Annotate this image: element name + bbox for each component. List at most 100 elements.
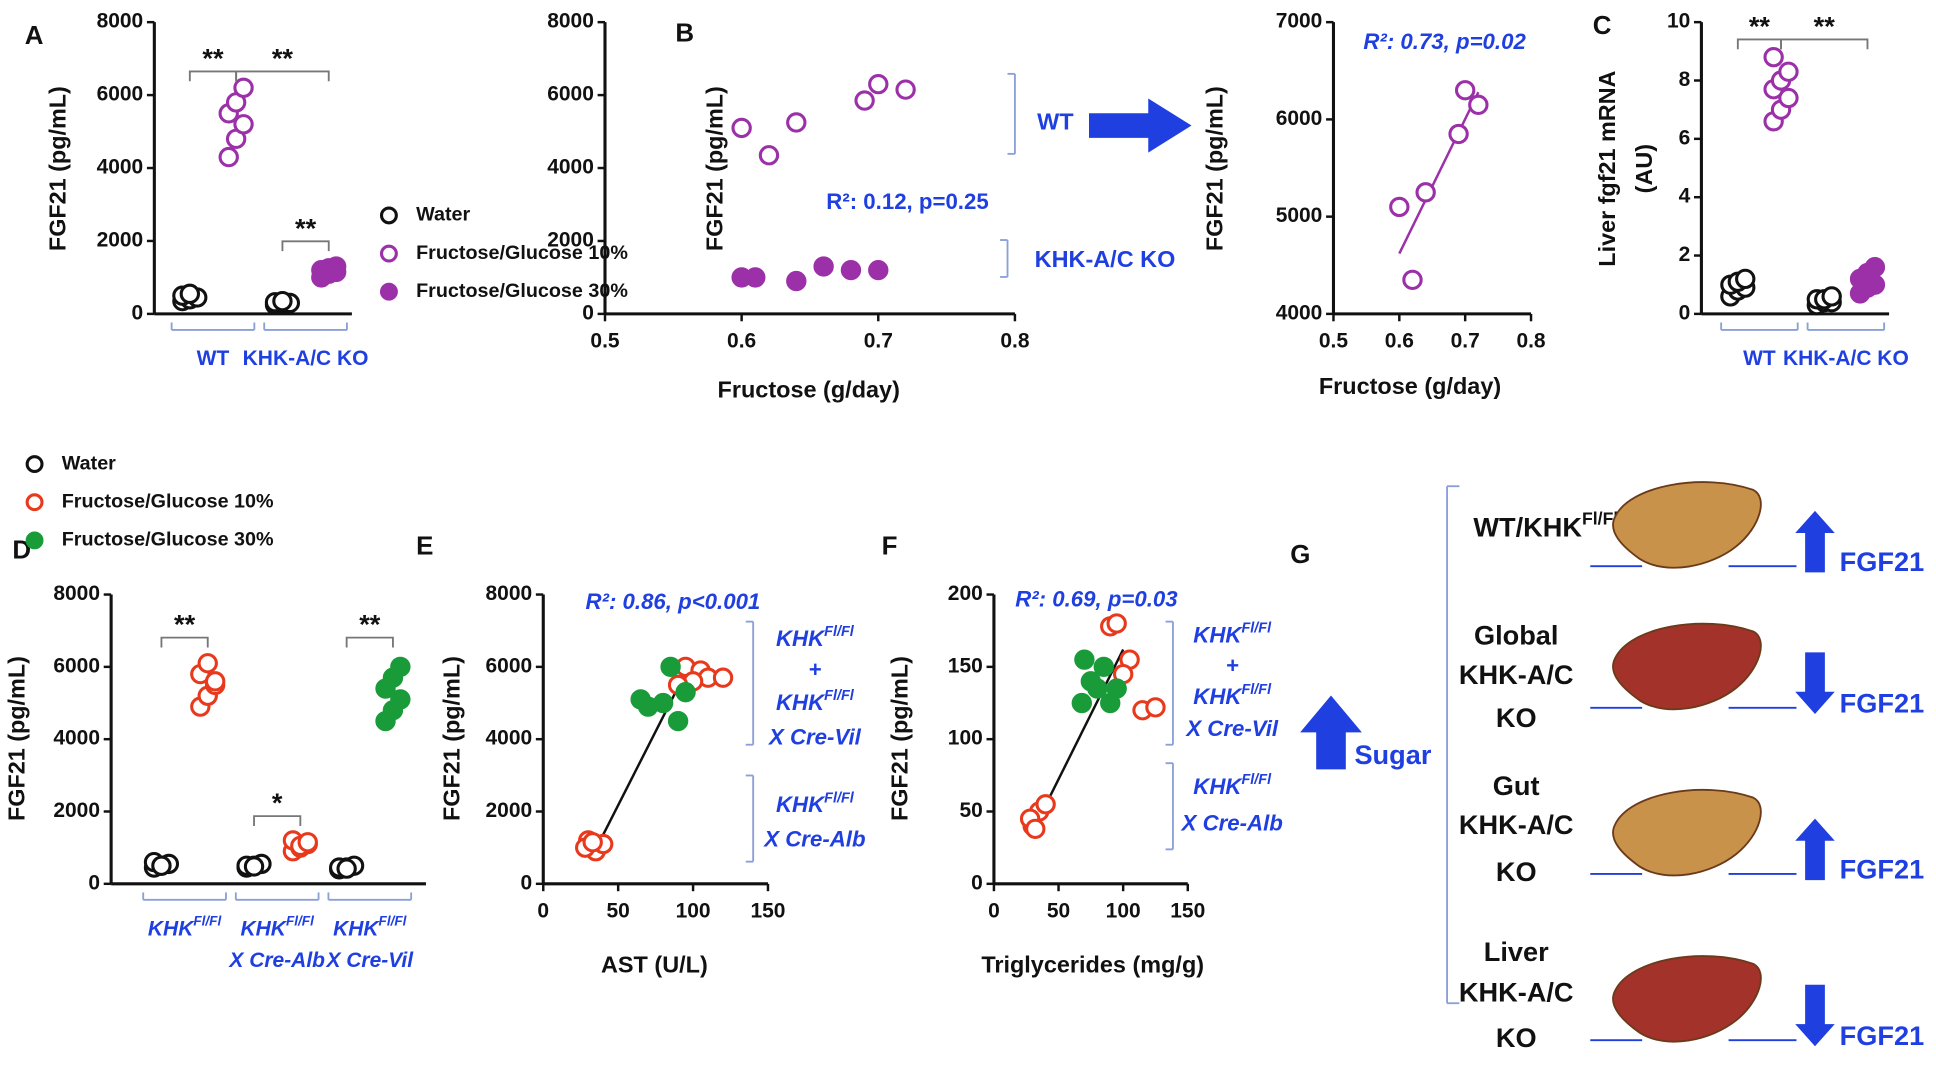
data-point	[1071, 692, 1092, 714]
legend-marker	[379, 206, 398, 225]
sugar-arrow	[1300, 695, 1362, 770]
data-point	[1093, 656, 1114, 678]
data-point	[1448, 123, 1469, 145]
y-tick-label: 0	[132, 301, 144, 324]
group-label: KHKFl/Fl	[1193, 620, 1272, 647]
data-point	[325, 256, 347, 277]
legend-marker	[25, 531, 44, 550]
x-tick-label: 0.8	[1000, 330, 1029, 353]
y-tick-label: 0	[582, 301, 594, 324]
y-tick-label: 8	[1679, 68, 1691, 91]
x-tick-label: 50	[607, 900, 630, 923]
group-label-part: Fl/Fl	[824, 624, 855, 640]
group-label-part: +	[1226, 653, 1239, 678]
y-tick-label: 0	[1679, 301, 1691, 324]
x-tick-label: 0.7	[1451, 330, 1480, 353]
liver-icon	[1612, 955, 1762, 1043]
data-point	[854, 90, 875, 111]
y-tick-label: 4000	[486, 727, 533, 750]
data-point	[297, 832, 318, 853]
x-tick-label: KHK-A/C KO	[243, 347, 369, 370]
y-tick-label: 7000	[1276, 10, 1323, 33]
panel-letter: A	[25, 22, 44, 50]
y-axis-label: FGF21 (pg/mL)	[886, 656, 912, 821]
legend-marker	[25, 493, 44, 512]
significance-label: **	[359, 609, 381, 640]
y-tick-label: 6000	[53, 654, 100, 677]
row-label-part: Global	[1474, 620, 1558, 651]
y-tick-label: 4000	[97, 156, 144, 179]
significance-label: **	[1814, 10, 1836, 41]
significance-bracket	[160, 636, 209, 648]
y-tick-label: 6	[1679, 126, 1691, 149]
row-label-part: KO	[1496, 1022, 1537, 1053]
group-label-part: Fl/Fl	[824, 790, 855, 806]
significance-bracket	[253, 815, 302, 826]
y-tick-label: 4	[1679, 185, 1691, 208]
group-label: WT	[1037, 108, 1074, 134]
data-point	[868, 259, 889, 281]
data-point	[151, 855, 172, 876]
group-label: +	[808, 657, 821, 682]
x-tick-label-part: Fl/Fl	[286, 913, 314, 928]
group-label-part: Fl/Fl	[1241, 772, 1272, 788]
data-point	[204, 671, 226, 692]
legend-marker	[379, 244, 398, 263]
panel-letter: G	[1290, 541, 1310, 569]
y-tick-label: 2000	[53, 799, 100, 822]
x-tick-label: 100	[676, 900, 711, 923]
data-point	[868, 73, 889, 95]
significance-label: **	[202, 42, 224, 73]
row-label-part: WT/KHK	[1473, 511, 1582, 542]
input-label: Sugar	[1354, 739, 1431, 770]
group-label-part: Fl/Fl	[1241, 620, 1272, 636]
data-point	[1106, 678, 1127, 699]
group-label-part: KHK	[1193, 622, 1243, 647]
y-tick-label: 150	[948, 654, 983, 677]
row-label: KO	[1496, 856, 1537, 887]
x-tick-label: 0.5	[590, 330, 620, 353]
row-label-part: Gut	[1493, 770, 1540, 801]
y-tick-label: 6000	[486, 654, 533, 677]
group-label: X Cre-Vil	[1184, 716, 1279, 741]
x-tick-label-part: KHK	[241, 917, 288, 940]
group-label-part: +	[808, 657, 821, 682]
data-point	[272, 290, 293, 312]
panel-letter: F	[882, 533, 898, 561]
stat-annotation: R²: 0.12, p=0.25	[826, 189, 988, 214]
x-tick-label: 0.5	[1319, 330, 1349, 353]
row-label-part: KHK-A/C	[1459, 809, 1574, 840]
x-axis-label: Triglycerides (mg/g)	[981, 952, 1204, 978]
data-point	[1106, 613, 1127, 634]
x-tick-label: 150	[750, 900, 785, 923]
data-point	[1778, 87, 1799, 109]
data-point	[840, 259, 862, 281]
x-tick-label: 0	[988, 900, 1000, 923]
y-tick-label: 2000	[97, 229, 144, 252]
liver-icon	[1612, 481, 1762, 569]
x-tick-label: KHKFl/Fl	[148, 913, 222, 939]
data-point	[1763, 47, 1784, 68]
legend-label: Fructose/Glucose 30%	[416, 280, 628, 302]
group-label-part: KHK	[1193, 684, 1243, 709]
legend-label: Fructose/Glucose 30%	[62, 529, 274, 551]
data-point	[1864, 257, 1886, 278]
y-tick-label: 8000	[53, 582, 100, 605]
data-point	[336, 858, 357, 879]
significance-label: **	[272, 42, 294, 73]
legend-label: Fructose/Glucose 10%	[62, 490, 274, 512]
liver-icon	[1612, 788, 1762, 877]
group-label-part: X Cre-Vil	[1184, 716, 1279, 741]
row-label-part: Liver	[1484, 936, 1549, 967]
data-point	[660, 656, 681, 678]
y-axis-label: FGF21 (pg/mL)	[438, 656, 464, 821]
significance-bracket	[345, 636, 394, 648]
y-tick-label: 4000	[1276, 301, 1323, 324]
significance-bracket	[1780, 38, 1869, 50]
x-tick-label: KHKFl/Fl	[241, 913, 315, 939]
fit-line	[1398, 91, 1480, 255]
y-tick-label: 4000	[547, 156, 594, 179]
x-tick-label-part: Fl/Fl	[379, 913, 407, 928]
y-tick-label: 6000	[97, 83, 144, 106]
row-label-part: KHK-A/C	[1459, 977, 1574, 1008]
